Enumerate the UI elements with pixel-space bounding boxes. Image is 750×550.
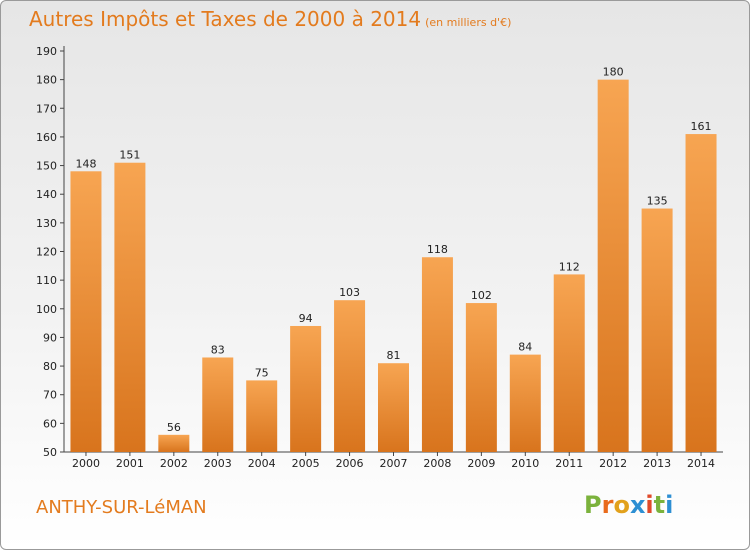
- commune-name: ANTHY-SUR-LéMAN: [36, 497, 207, 518]
- bar: [553, 274, 585, 452]
- bar: [597, 79, 629, 453]
- x-tick-label: 2014: [687, 457, 715, 470]
- data-label: 81: [387, 349, 401, 362]
- x-tick-label: 2013: [643, 457, 671, 470]
- y-tick-label: 70: [43, 389, 57, 402]
- data-label: 161: [691, 120, 712, 133]
- data-label: 118: [427, 243, 448, 256]
- x-tick-label: 2011: [555, 457, 583, 470]
- bar: [465, 303, 497, 452]
- x-tick-label: 2001: [116, 457, 144, 470]
- data-label: 75: [255, 366, 269, 379]
- data-label: 84: [518, 341, 532, 354]
- data-label: 151: [119, 149, 140, 162]
- bar: [290, 325, 322, 452]
- logo-letter: i: [665, 491, 674, 519]
- y-tick-label: 190: [36, 45, 57, 58]
- data-label: 56: [167, 421, 181, 434]
- bar: [202, 357, 234, 452]
- x-tick-label: 2012: [599, 457, 627, 470]
- data-label: 83: [211, 343, 225, 356]
- x-tick-label: 2002: [160, 457, 188, 470]
- chart-title: Autres Impôts et Taxes de 2000 à 2014 (en…: [29, 7, 511, 31]
- y-tick-label: 150: [36, 160, 57, 173]
- logo-letter: x: [629, 491, 646, 519]
- data-label: 148: [75, 157, 96, 170]
- bar: [641, 208, 673, 452]
- bar: [509, 354, 541, 452]
- x-tick-label: 2005: [292, 457, 320, 470]
- data-label: 103: [339, 286, 360, 299]
- data-label: 180: [603, 66, 624, 79]
- y-tick-label: 80: [43, 360, 57, 373]
- logo-letter: t: [653, 491, 666, 519]
- data-label: 102: [471, 289, 492, 302]
- bar: [246, 380, 278, 452]
- logo-letter: P: [584, 491, 602, 519]
- data-label: 112: [559, 260, 580, 273]
- proxiti-logo: Proxiti: [584, 491, 673, 519]
- bar: [334, 300, 366, 452]
- y-tick-label: 170: [36, 102, 57, 115]
- y-tick-label: 50: [43, 446, 57, 459]
- data-label: 135: [647, 195, 668, 208]
- bar: [114, 162, 146, 452]
- y-tick-label: 100: [36, 303, 57, 316]
- bar: [158, 434, 190, 452]
- y-tick-label: 110: [36, 274, 57, 287]
- x-tick-label: 2006: [336, 457, 364, 470]
- y-tick-label: 160: [36, 131, 57, 144]
- bar: [378, 363, 409, 452]
- y-tick-label: 120: [36, 246, 57, 259]
- chart-subtitle: (en milliers d'€): [425, 16, 512, 29]
- x-tick-label: 2008: [423, 457, 451, 470]
- x-tick-label: 2004: [248, 457, 276, 470]
- data-label: 94: [299, 312, 313, 325]
- y-tick-label: 60: [43, 417, 57, 430]
- x-tick-label: 2003: [204, 457, 232, 470]
- logo-letter: o: [613, 491, 630, 519]
- logo-letter: i: [645, 491, 654, 519]
- x-tick-label: 2010: [511, 457, 539, 470]
- y-tick-label: 130: [36, 217, 57, 230]
- x-tick-label: 2009: [467, 457, 495, 470]
- y-tick-label: 140: [36, 188, 57, 201]
- chart-title-text: Autres Impôts et Taxes de 2000 à 2014: [29, 7, 422, 31]
- x-tick-label: 2007: [380, 457, 408, 470]
- y-tick-label: 90: [43, 331, 57, 344]
- bar: [685, 134, 717, 453]
- bar: [70, 171, 102, 453]
- x-tick-label: 2000: [72, 457, 100, 470]
- bar: [421, 257, 453, 452]
- y-tick-label: 180: [36, 74, 57, 87]
- logo-letter: r: [601, 491, 614, 519]
